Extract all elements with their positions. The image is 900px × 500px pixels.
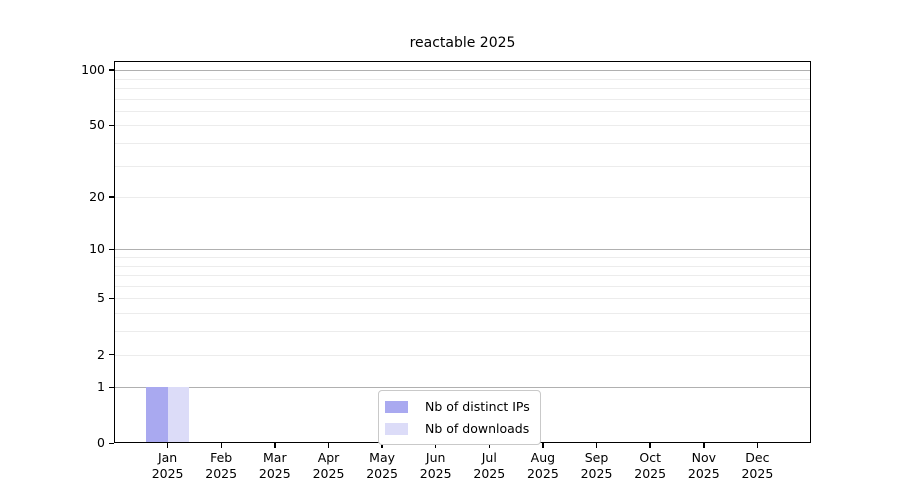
x-tick-label-dec: Dec 2025 (741, 450, 774, 481)
gridline-y-3 (114, 331, 811, 333)
x-tick-label-oct: Oct 2025 (634, 450, 667, 481)
gridline-y-9 (114, 257, 811, 259)
y-tick-0 (109, 442, 114, 445)
legend-item-distinct-ips: Nb of distinct IPs (385, 397, 530, 416)
gridline-y-70 (114, 98, 811, 100)
gridline-y-50 (114, 125, 811, 127)
gridline-y-100 (114, 70, 811, 72)
gridline-y-7 (114, 275, 811, 277)
y-tick-label-50: 50 (89, 117, 105, 133)
gridline-y-40 (114, 143, 811, 144)
x-tick-label-nov: Nov 2025 (687, 450, 720, 481)
x-tick-label-aug: Aug 2025 (526, 450, 559, 481)
gridline-y-20 (114, 197, 811, 199)
gridline-y-90 (114, 78, 811, 80)
bar-jan-series0 (146, 387, 168, 444)
gridline-y-5 (114, 298, 811, 300)
x-tick-mar (274, 443, 276, 449)
y-tick-label-20: 20 (89, 189, 105, 205)
gridline-y-4 (114, 313, 811, 315)
x-tick-oct (649, 443, 651, 449)
x-tick-jul (488, 443, 491, 449)
y-tick-5 (109, 297, 114, 300)
y-tick-50 (109, 124, 114, 127)
x-tick-jan (166, 443, 169, 449)
x-tick-label-jan: Jan 2025 (151, 450, 184, 481)
y-tick-10 (109, 248, 114, 251)
gridline-y-1 (114, 387, 811, 389)
bar-jan-series1 (167, 387, 190, 444)
legend-swatch-downloads (385, 422, 408, 435)
x-tick-label-sep: Sep 2025 (580, 450, 613, 481)
gridline-y-10 (114, 249, 811, 251)
legend-label-downloads: Nb of downloads (425, 421, 530, 436)
legend-label-distinct-ips: Nb of distinct IPs (425, 399, 530, 414)
x-tick-may (381, 443, 383, 449)
x-tick-label-may: May 2025 (366, 450, 398, 481)
legend-swatch-distinct-ips (385, 400, 408, 413)
x-tick-apr (327, 443, 330, 449)
legend-item-downloads: Nb of downloads (385, 419, 530, 438)
y-tick-label-2: 2 (97, 346, 105, 362)
y-tick-20 (109, 196, 114, 198)
gridline-y-8 (114, 265, 811, 267)
chart-title: reactable 2025 (409, 35, 516, 51)
gridline-y-2 (114, 354, 811, 356)
y-tick-label-1: 1 (97, 379, 105, 395)
y-tick-label-5: 5 (97, 290, 105, 306)
y-tick-label-100: 100 (81, 62, 105, 78)
gridline-y-6 (114, 285, 811, 287)
plot-frame (114, 61, 811, 443)
y-tick-label-10: 10 (89, 241, 105, 257)
gridline-y-60 (114, 110, 811, 112)
x-tick-aug (542, 443, 544, 449)
x-tick-label-jun: Jun 2025 (419, 450, 452, 481)
gridline-y-80 (114, 87, 811, 89)
x-tick-nov (703, 443, 705, 449)
y-tick-label-0: 0 (97, 435, 105, 451)
x-tick-feb (220, 443, 222, 449)
y-tick-100 (109, 69, 114, 71)
x-tick-sep (595, 443, 598, 449)
x-tick-label-mar: Mar 2025 (258, 450, 291, 481)
x-tick-label-jul: Jul 2025 (473, 450, 506, 481)
legend: Nb of distinct IPs Nb of downloads (378, 390, 541, 445)
x-tick-jun (434, 443, 437, 449)
y-tick-2 (109, 353, 114, 356)
x-tick-dec (756, 443, 759, 449)
y-tick-1 (109, 386, 114, 388)
x-tick-label-apr: Apr 2025 (312, 450, 345, 481)
x-tick-label-feb: Feb 2025 (205, 450, 238, 481)
gridline-y-30 (114, 165, 811, 167)
